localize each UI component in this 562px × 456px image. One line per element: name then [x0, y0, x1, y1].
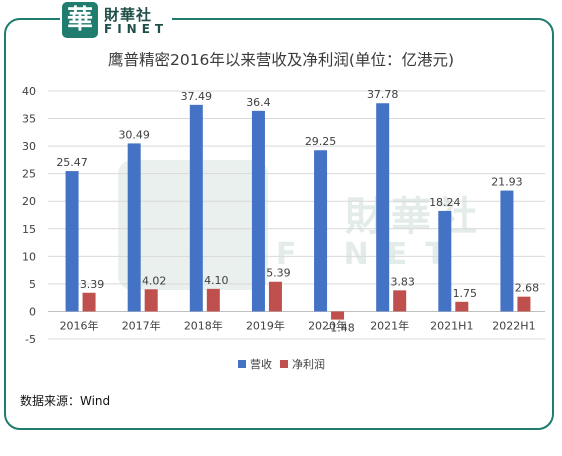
- profit-data-label: 1.75: [453, 287, 478, 300]
- x-tick-label: 2021H1: [430, 319, 473, 332]
- revenue-bar: [500, 190, 514, 312]
- revenue-data-label: 30.49: [118, 128, 150, 141]
- revenue-bar: [127, 143, 141, 312]
- revenue-data-label: 18.24: [429, 196, 461, 209]
- source-note: 数据来源：Wind: [20, 394, 111, 408]
- revenue-bar: [251, 110, 265, 312]
- logo-name-cn: 財華社: [104, 6, 153, 24]
- revenue-bar: [314, 150, 328, 312]
- profit-data-label: 2.68: [515, 282, 540, 295]
- y-tick-label: 15: [22, 223, 36, 236]
- chart-title: 鹰普精密2016年以来营收及净利润(单位：亿港元): [107, 51, 455, 69]
- x-tick-label: 2020年: [308, 318, 347, 332]
- y-tick-label: 30: [22, 140, 36, 153]
- revenue-bar: [376, 103, 390, 312]
- revenue-data-label: 37.78: [367, 88, 399, 101]
- card-frame: [4, 18, 554, 430]
- y-tick-label: 20: [22, 195, 36, 208]
- profit-data-label: 4.02: [142, 274, 167, 287]
- profit-bar: [206, 288, 220, 312]
- x-tick-label: 2018年: [184, 318, 223, 332]
- x-tick-label: 2021年: [370, 318, 409, 332]
- finet-logo: 華 財華社 FINET: [60, 0, 172, 42]
- revenue-data-label: 25.47: [56, 156, 88, 169]
- legend-swatch-profit: [280, 360, 288, 368]
- profit-bar: [268, 281, 282, 312]
- x-tick-label: 2017年: [122, 318, 161, 332]
- x-tick-label: 2019年: [246, 318, 285, 332]
- revenue-data-label: 21.93: [491, 176, 523, 189]
- y-tick-label: 5: [29, 278, 36, 291]
- revenue-data-label: 37.49: [181, 90, 213, 103]
- profit-data-label: 3.83: [390, 275, 415, 288]
- profit-bar: [82, 292, 96, 312]
- logo-name-en: FINET: [104, 22, 169, 36]
- legend-label-revenue: 营收: [250, 357, 272, 371]
- legend-label-profit: 净利润: [292, 357, 325, 371]
- x-tick-label: 2016年: [60, 318, 99, 332]
- profit-bar: [455, 301, 469, 312]
- profit-bar: [144, 289, 158, 312]
- profit-bar: [331, 311, 345, 320]
- x-tick-label: 2022H1: [492, 319, 535, 332]
- y-tick-label: 35: [22, 113, 36, 126]
- revenue-data-label: 29.25: [305, 135, 337, 148]
- revenue-bar: [189, 104, 203, 312]
- y-tick-label: 0: [29, 305, 36, 318]
- legend-swatch-revenue: [238, 360, 246, 368]
- profit-data-label: -1.48: [326, 322, 354, 335]
- profit-data-label: 3.39: [80, 278, 105, 291]
- profit-bar: [393, 290, 407, 312]
- profit-data-label: 4.10: [204, 274, 229, 287]
- revenue-data-label: 36.4: [246, 96, 271, 109]
- y-tick-label: -5: [25, 333, 36, 346]
- profit-data-label: 5.39: [266, 267, 291, 280]
- watermark-name-en: FINET: [276, 237, 464, 272]
- profit-bar: [517, 296, 531, 312]
- logo-mark: 華: [62, 2, 98, 38]
- revenue-bar: [438, 210, 452, 312]
- y-tick-label: 10: [22, 250, 36, 263]
- y-tick-label: 25: [22, 168, 36, 181]
- y-tick-label: 40: [22, 85, 36, 98]
- revenue-bar: [65, 171, 79, 312]
